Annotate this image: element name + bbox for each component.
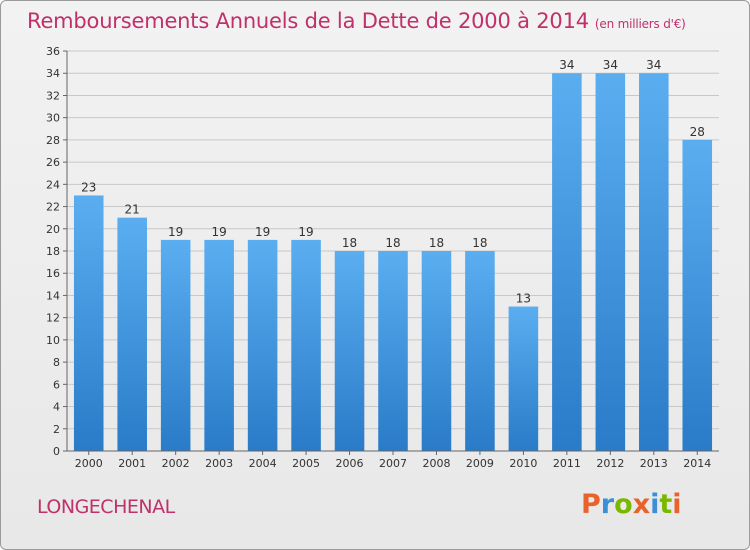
- bar-value-label: 18: [472, 236, 487, 250]
- bar-2007: [378, 251, 408, 451]
- y-tick-label: 14: [46, 289, 60, 302]
- bar-2010: [508, 306, 539, 451]
- chart-unit: (en milliers d'€): [594, 17, 686, 31]
- x-tick-label: 2001: [118, 457, 146, 470]
- y-tick-label: 10: [46, 334, 60, 347]
- y-tick-label: 20: [46, 223, 60, 236]
- bar-value-label: 13: [516, 292, 531, 306]
- x-tick-label: 2014: [683, 457, 711, 470]
- bar-2004: [247, 239, 278, 451]
- bar-2003: [204, 239, 234, 451]
- x-tick-label: 2007: [379, 457, 407, 470]
- chart-title-text: Remboursements Annuels de la Dette de 20…: [27, 9, 589, 33]
- bar-value-label: 19: [298, 225, 313, 239]
- bar-value-label: 21: [125, 203, 140, 217]
- logo-letter: i: [650, 489, 660, 520]
- bar-value-label: 19: [168, 225, 183, 239]
- logo-letter: x: [632, 489, 651, 520]
- x-tick-label: 2006: [336, 457, 364, 470]
- y-tick-label: 24: [46, 178, 60, 191]
- bar-value-label: 19: [255, 225, 270, 239]
- x-tick-label: 2013: [640, 457, 668, 470]
- bar-value-label: 23: [81, 180, 96, 194]
- y-tick-label: 36: [46, 45, 60, 58]
- bar-2005: [291, 239, 321, 451]
- y-tick-label: 28: [46, 134, 60, 147]
- y-tick-label: 26: [46, 156, 60, 169]
- y-tick-label: 34: [46, 67, 60, 80]
- x-tick-label: 2008: [422, 457, 450, 470]
- x-tick-label: 2010: [509, 457, 537, 470]
- y-tick-label: 2: [53, 423, 60, 436]
- bar-2011: [552, 73, 582, 451]
- logo-letter: o: [614, 489, 633, 520]
- bar-value-label: 28: [690, 125, 705, 139]
- y-tick-label: 16: [46, 267, 60, 280]
- bar-value-label: 18: [342, 236, 357, 250]
- proxiti-logo: Proxiti: [581, 489, 682, 520]
- bar-value-label: 19: [211, 225, 226, 239]
- y-tick-label: 8: [53, 356, 60, 369]
- x-tick-label: 2009: [466, 457, 494, 470]
- logo-letter: i: [672, 489, 682, 520]
- x-tick-label: 2003: [205, 457, 233, 470]
- x-tick-label: 2012: [596, 457, 624, 470]
- y-tick-label: 30: [46, 112, 60, 125]
- chart-title: Remboursements Annuels de la Dette de 20…: [27, 9, 686, 33]
- bar-value-label: 34: [559, 58, 574, 72]
- bar-2001: [117, 217, 147, 451]
- bar-value-label: 34: [646, 58, 661, 72]
- bars: 23 21 19 19 19 19 18 18 18 18 13 34 34 34 28: [73, 58, 713, 451]
- bar-2012: [595, 73, 626, 451]
- x-tick-label: 2011: [553, 457, 581, 470]
- y-tick-label: 4: [53, 401, 60, 414]
- logo-letter: t: [659, 489, 673, 520]
- bar-2014: [682, 139, 713, 451]
- y-tick-label: 0: [53, 445, 60, 458]
- bar-2002: [160, 239, 191, 451]
- x-tick-label: 2004: [249, 457, 277, 470]
- bar-2008: [421, 251, 452, 451]
- y-tick-label: 6: [53, 378, 60, 391]
- bar-2009: [465, 251, 495, 451]
- y-tick-label: 18: [46, 245, 60, 258]
- logo-letter: P: [581, 489, 601, 520]
- bar-2000: [73, 195, 104, 451]
- bar-value-label: 18: [429, 236, 444, 250]
- y-tick-label: 22: [46, 201, 60, 214]
- x-tick-label: 2000: [75, 457, 103, 470]
- bar-value-label: 34: [603, 58, 618, 72]
- x-tick-label: 2002: [162, 457, 190, 470]
- y-tick-label: 12: [46, 312, 60, 325]
- logo-letter: r: [600, 489, 615, 520]
- x-tick-label: 2005: [292, 457, 320, 470]
- bar-2013: [639, 73, 669, 451]
- y-tick-label: 32: [46, 89, 60, 102]
- bar-2006: [334, 251, 365, 451]
- bar-value-label: 18: [385, 236, 400, 250]
- commune-name: LONGECHENAL: [37, 496, 175, 518]
